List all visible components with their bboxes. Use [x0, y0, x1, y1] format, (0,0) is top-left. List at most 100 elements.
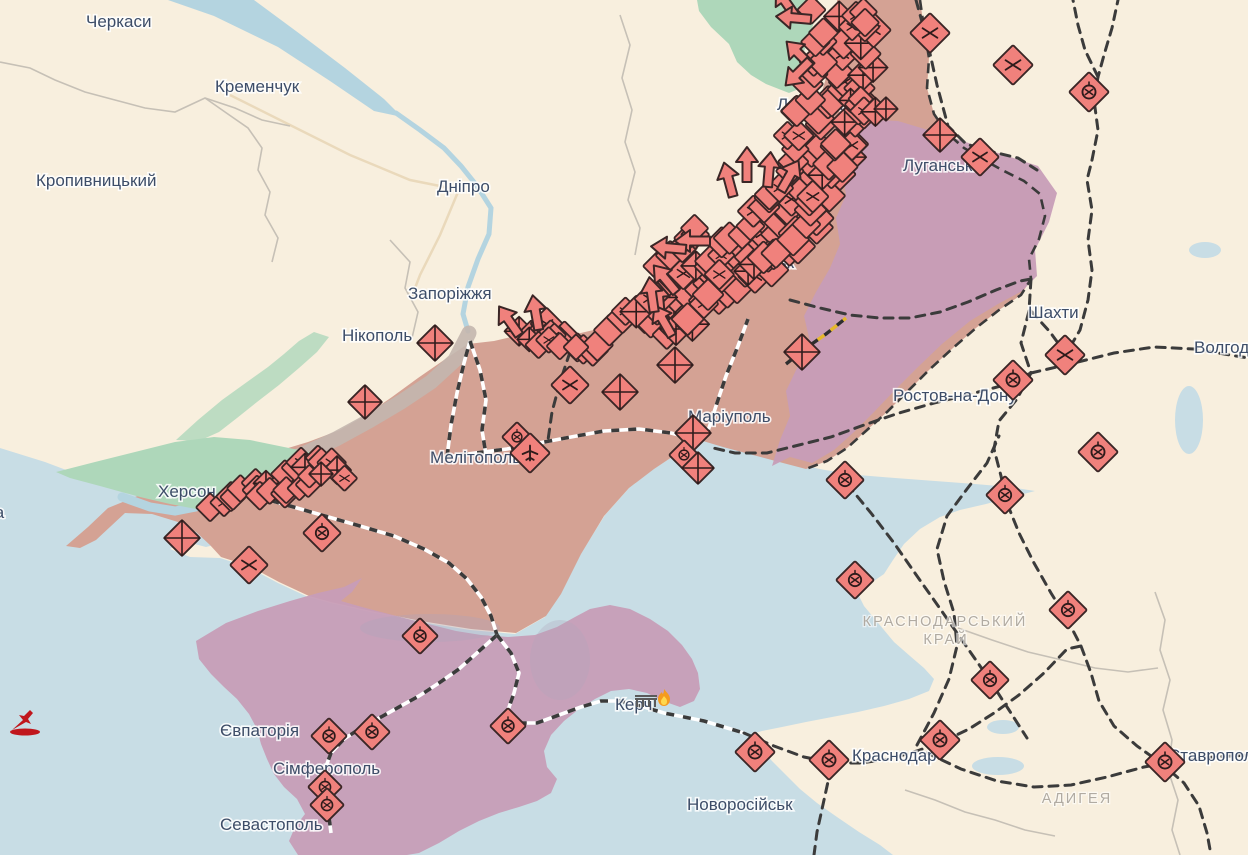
region-label: КРАЙ — [923, 630, 968, 648]
unit-marker[interactable] — [873, 96, 899, 122]
unit-marker[interactable] — [310, 717, 348, 755]
unit-marker[interactable] — [808, 739, 850, 781]
admin-border — [619, 14, 641, 256]
unit-marker[interactable] — [808, 17, 839, 48]
unit-marker[interactable] — [509, 432, 551, 474]
region-label: КРАСНОДАРСЬКИЙ — [863, 612, 1028, 630]
region-label: АДИГЕЯ — [1042, 791, 1112, 807]
liberated-zone-kherson — [56, 437, 334, 509]
unit-marker[interactable] — [1077, 431, 1119, 473]
circle-unit-glyph — [850, 569, 860, 584]
city-label: Краснодар — [852, 746, 937, 765]
unit-diamond — [808, 17, 839, 48]
city-label: Кропивницький — [36, 171, 156, 190]
unit-marker[interactable] — [820, 128, 852, 160]
city-label: Сімферополь — [273, 759, 380, 778]
infantry-glyph — [339, 474, 350, 482]
city-label: Ставрополь — [1168, 746, 1248, 765]
unit-marker[interactable] — [1144, 741, 1186, 783]
unit-marker[interactable] — [850, 8, 880, 38]
unit-marker[interactable] — [704, 259, 735, 290]
unit-marker[interactable] — [550, 365, 590, 405]
unit-marker[interactable] — [919, 719, 961, 761]
unit-marker[interactable] — [1048, 590, 1088, 630]
highway-line — [707, 371, 1033, 455]
infantry-glyph — [1056, 349, 1074, 361]
unit-marker[interactable] — [489, 707, 527, 745]
circle-unit-glyph — [513, 428, 521, 440]
unit-marker[interactable] — [985, 475, 1025, 515]
unit-marker[interactable] — [783, 333, 821, 371]
quartered-glyph — [873, 96, 899, 122]
highway-line — [925, 751, 1248, 789]
unit-marker[interactable] — [681, 451, 715, 485]
offensive-arrow — [774, 0, 801, 21]
kerch-bridge-icon — [635, 695, 657, 707]
unit-marker[interactable] — [416, 324, 454, 362]
unit-marker[interactable] — [835, 560, 875, 600]
city-label: Севастополь — [220, 815, 323, 834]
unit-marker[interactable] — [909, 12, 951, 54]
circle-unit-glyph — [985, 669, 995, 684]
unit-marker[interactable] — [229, 545, 269, 585]
quartered-glyph — [783, 333, 821, 371]
circle-unit-glyph — [323, 795, 331, 808]
quartered-glyph — [308, 461, 334, 487]
unit-marker[interactable] — [401, 617, 439, 655]
city-label: Євпаторія — [220, 721, 299, 740]
kremenchuk-reservoir — [168, 0, 402, 117]
railway-line — [704, 318, 750, 438]
unit-marker[interactable] — [970, 660, 1010, 700]
unit-marker[interactable] — [546, 332, 574, 360]
circle-unit-glyph — [1008, 369, 1018, 384]
admin-border — [1154, 591, 1181, 855]
quartered-glyph — [601, 373, 639, 411]
offensive-arrow — [775, 5, 813, 30]
unit-marker[interactable] — [353, 713, 391, 751]
unit-marker[interactable] — [734, 731, 776, 773]
railway-line — [254, 494, 499, 636]
unit-marker[interactable] — [1044, 334, 1086, 376]
road-network — [254, 0, 1248, 855]
highway-line — [546, 350, 572, 442]
admin-border — [0, 61, 291, 127]
unit-marker[interactable] — [656, 346, 694, 384]
unit-marker[interactable] — [163, 519, 201, 557]
unit-marker[interactable] — [922, 117, 958, 153]
international-border — [805, 0, 1047, 471]
unit-marker[interactable] — [562, 334, 590, 361]
unit-marker[interactable] — [309, 787, 345, 823]
circle-unit-glyph — [1093, 441, 1103, 456]
quartered-glyph — [674, 414, 712, 452]
unit-marker[interactable] — [308, 461, 334, 487]
unit-diamond — [850, 8, 880, 38]
city-label: Шахти — [1028, 303, 1079, 322]
offensive-arrow — [652, 264, 681, 297]
city-label: Черкаси — [86, 12, 152, 31]
infantry-glyph — [241, 559, 257, 571]
aviation-glyph — [521, 444, 539, 462]
unit-marker[interactable] — [992, 44, 1034, 86]
unit-marker[interactable] — [302, 513, 342, 553]
unit-marker[interactable] — [783, 120, 815, 152]
unit-marker[interactable] — [992, 359, 1034, 401]
minor-road — [410, 191, 460, 297]
quartered-glyph — [416, 324, 454, 362]
dnipro-river — [393, 110, 494, 334]
unit-marker[interactable] — [347, 384, 383, 420]
lake — [1175, 386, 1203, 454]
highway-line — [845, 482, 1029, 740]
unit-marker[interactable] — [601, 373, 639, 411]
fire-icon — [658, 689, 670, 706]
city-label: Одеса — [0, 503, 5, 522]
unit-marker[interactable] — [1068, 71, 1110, 113]
city-label: Керч — [615, 695, 652, 714]
unit-marker[interactable] — [960, 137, 1000, 177]
lake — [987, 720, 1019, 734]
bridge-shape — [635, 695, 657, 707]
circle-unit-glyph — [1084, 81, 1094, 96]
infantry-glyph — [972, 151, 988, 163]
unit-marker[interactable] — [825, 460, 865, 500]
unit-marker[interactable] — [331, 465, 358, 492]
